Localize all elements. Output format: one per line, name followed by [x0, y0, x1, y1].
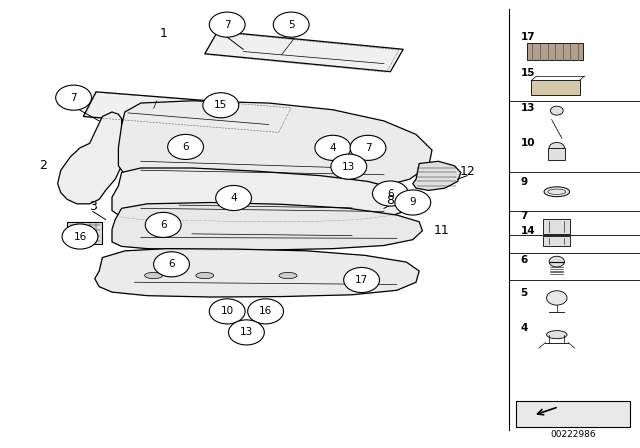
Text: 00222986: 00222986 [550, 430, 596, 439]
Polygon shape [95, 249, 419, 297]
Text: 7: 7 [70, 93, 77, 103]
Text: 10: 10 [221, 306, 234, 316]
FancyBboxPatch shape [516, 401, 630, 427]
Text: 4: 4 [230, 193, 237, 203]
Text: 7: 7 [224, 20, 230, 30]
Circle shape [209, 299, 245, 324]
Circle shape [62, 224, 98, 249]
Text: 17: 17 [355, 275, 368, 285]
Polygon shape [58, 112, 122, 204]
Text: 5: 5 [288, 20, 294, 30]
FancyBboxPatch shape [531, 80, 580, 95]
Text: 9: 9 [520, 177, 527, 187]
Text: 7: 7 [365, 143, 371, 153]
Circle shape [315, 135, 351, 160]
Circle shape [549, 256, 564, 267]
Text: 7: 7 [520, 211, 528, 221]
Text: 9: 9 [410, 198, 416, 207]
Text: 10: 10 [520, 138, 535, 148]
Circle shape [344, 267, 380, 293]
FancyBboxPatch shape [543, 219, 570, 234]
Ellipse shape [196, 272, 214, 279]
Circle shape [168, 134, 204, 159]
Text: 11: 11 [434, 224, 449, 237]
Circle shape [550, 106, 563, 115]
Ellipse shape [547, 331, 567, 339]
Text: 1: 1 [159, 27, 167, 40]
Polygon shape [83, 92, 294, 132]
Circle shape [273, 12, 309, 37]
Ellipse shape [279, 272, 297, 279]
Polygon shape [112, 168, 413, 222]
Circle shape [248, 299, 284, 324]
Polygon shape [67, 222, 102, 244]
Text: 3: 3 [89, 200, 97, 214]
Circle shape [216, 185, 252, 211]
Text: 15: 15 [214, 100, 227, 110]
Text: 13: 13 [520, 103, 535, 112]
Circle shape [228, 320, 264, 345]
FancyBboxPatch shape [527, 43, 583, 60]
Circle shape [372, 181, 408, 206]
Text: 5: 5 [520, 288, 527, 297]
Text: 6: 6 [520, 255, 527, 265]
Text: 16: 16 [259, 306, 272, 316]
Circle shape [350, 135, 386, 160]
Text: 17: 17 [520, 32, 535, 42]
Circle shape [209, 12, 245, 37]
Text: 6: 6 [168, 259, 175, 269]
Circle shape [56, 85, 92, 110]
Ellipse shape [544, 187, 570, 197]
Text: 15: 15 [520, 68, 535, 78]
Circle shape [154, 252, 189, 277]
Circle shape [547, 291, 567, 305]
Circle shape [395, 190, 431, 215]
Text: 4: 4 [330, 143, 336, 153]
Text: 4: 4 [520, 323, 528, 333]
FancyBboxPatch shape [543, 236, 570, 246]
Polygon shape [413, 161, 461, 190]
Text: 13: 13 [342, 162, 355, 172]
Text: 6: 6 [160, 220, 166, 230]
Text: 16: 16 [74, 232, 86, 241]
Circle shape [145, 212, 181, 237]
Polygon shape [112, 202, 422, 250]
Circle shape [549, 142, 564, 153]
Text: 6: 6 [387, 189, 394, 198]
Text: 8: 8 [387, 194, 394, 207]
Text: 12: 12 [460, 164, 475, 178]
Polygon shape [118, 101, 432, 188]
Circle shape [331, 154, 367, 179]
Text: 6: 6 [182, 142, 189, 152]
Text: 14: 14 [520, 226, 535, 236]
Text: 2: 2 [40, 159, 47, 172]
FancyBboxPatch shape [548, 148, 565, 160]
Circle shape [203, 93, 239, 118]
Polygon shape [205, 31, 403, 72]
Text: 13: 13 [240, 327, 253, 337]
Ellipse shape [145, 272, 163, 279]
